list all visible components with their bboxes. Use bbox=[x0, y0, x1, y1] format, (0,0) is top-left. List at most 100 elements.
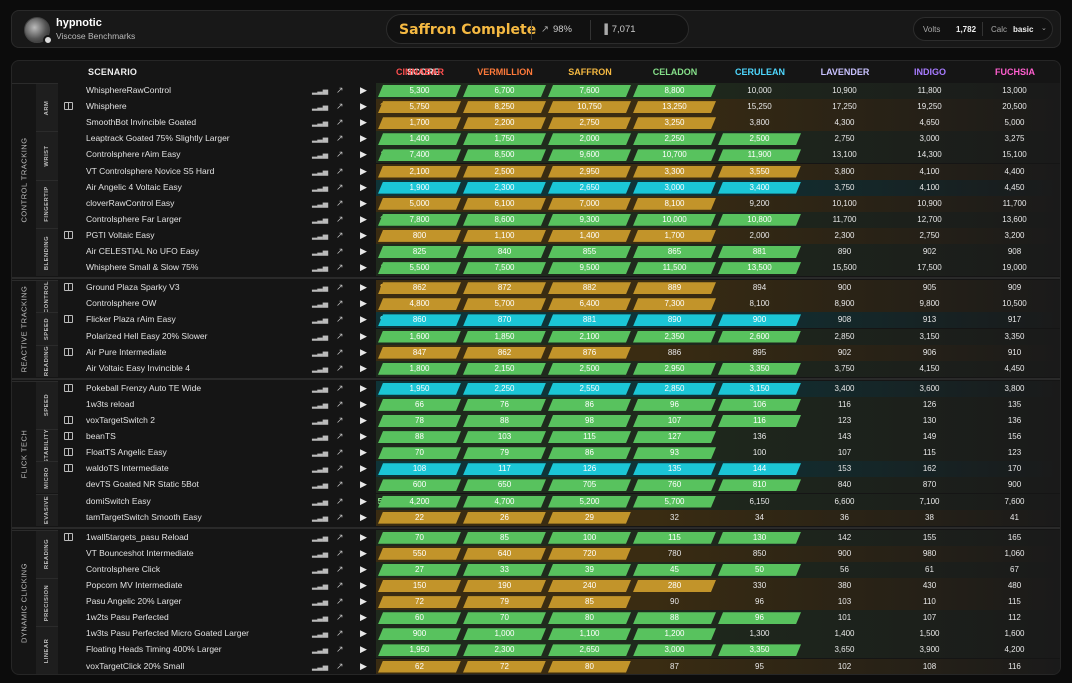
trend-icon[interactable]: ↗ bbox=[336, 531, 344, 542]
play-icon[interactable]: ▶ bbox=[360, 213, 367, 224]
trend-icon[interactable]: ↗ bbox=[336, 282, 344, 293]
guide-book-icon[interactable] bbox=[64, 464, 73, 473]
leaderboard-icon[interactable]: ▂▃▅ bbox=[312, 184, 329, 192]
scenario-row[interactable]: 1w3ts reload ▂▃▅ ↗ ▶ bbox=[58, 397, 1060, 413]
scenario-row[interactable]: beanTS ▂▃▅ ↗ ▶ bbox=[58, 429, 1060, 445]
play-icon[interactable]: ▶ bbox=[360, 246, 367, 256]
leaderboard-icon[interactable]: ▂▃▅ bbox=[312, 249, 329, 256]
trend-icon[interactable]: ↗ bbox=[336, 298, 344, 309]
play-icon[interactable]: ▶ bbox=[360, 298, 367, 309]
trend-icon[interactable]: ↗ bbox=[336, 229, 344, 240]
scenario-name[interactable]: voxTargetClick 20% Small bbox=[86, 660, 185, 671]
play-icon[interactable]: ▶ bbox=[360, 447, 367, 458]
scenario-name[interactable]: domiSwitch Easy bbox=[86, 495, 151, 506]
scenario-row[interactable]: Air Voltaic Easy Invincible 4 ▂▃▅ ↗ ▶ bbox=[58, 361, 1060, 377]
play-icon[interactable]: ▶ bbox=[360, 628, 367, 639]
leaderboard-icon[interactable]: ▂▃▅ bbox=[312, 365, 329, 373]
scenario-row[interactable]: Popcorn MV Intermediate ▂▃▅ ↗ ▶ bbox=[58, 578, 1060, 594]
scenario-name[interactable]: 1w3ts reload bbox=[86, 398, 135, 409]
leaderboard-icon[interactable]: ▂▃▅ bbox=[312, 514, 329, 522]
play-icon[interactable]: ▶ bbox=[360, 398, 367, 409]
scenario-name[interactable]: FloatTS Angelic Easy bbox=[86, 447, 167, 458]
scenario-row[interactable]: Air Pure Intermediate ▂▃▅ ↗ ▶ bbox=[58, 345, 1060, 361]
scenario-name[interactable]: Air CELESTIAL No UFO Easy bbox=[86, 246, 200, 256]
guide-book-icon[interactable] bbox=[64, 283, 73, 292]
trend-icon[interactable]: ↗ bbox=[336, 580, 344, 590]
guide-book-icon[interactable] bbox=[64, 448, 73, 457]
leaderboard-icon[interactable]: ▂▃▅ bbox=[312, 550, 329, 558]
play-icon[interactable]: ▶ bbox=[360, 262, 367, 273]
play-icon[interactable]: ▶ bbox=[360, 660, 367, 671]
play-icon[interactable]: ▶ bbox=[360, 596, 367, 607]
trend-icon[interactable]: ↗ bbox=[336, 246, 344, 256]
play-icon[interactable]: ▶ bbox=[360, 101, 367, 112]
trend-icon[interactable]: ↗ bbox=[336, 547, 344, 558]
trend-icon[interactable]: ↗ bbox=[336, 612, 344, 623]
scenario-name[interactable]: beanTS bbox=[86, 431, 116, 442]
play-icon[interactable]: ▶ bbox=[360, 346, 367, 357]
leaderboard-icon[interactable]: ▂▃▅ bbox=[312, 466, 329, 474]
leaderboard-icon[interactable]: ▂▃▅ bbox=[312, 401, 329, 409]
leaderboard-icon[interactable]: ▂▃▅ bbox=[312, 88, 329, 95]
scenario-row[interactable]: Controlsphere rAim Easy ▂▃▅ ↗ ▶ bbox=[58, 147, 1060, 163]
scenario-name[interactable]: PGTI Voltaic Easy bbox=[86, 229, 155, 240]
leaderboard-icon[interactable]: ▂▃▅ bbox=[312, 663, 329, 671]
leaderboard-icon[interactable]: ▂▃▅ bbox=[312, 216, 329, 224]
play-icon[interactable]: ▶ bbox=[360, 197, 367, 208]
leaderboard-icon[interactable]: ▂▃▅ bbox=[312, 301, 329, 309]
trend-icon[interactable]: ↗ bbox=[336, 149, 344, 160]
scenario-row[interactable]: 1w2ts Pasu Perfected ▂▃▅ ↗ ▶ bbox=[58, 610, 1060, 626]
leaderboard-icon[interactable]: ▂▃▅ bbox=[312, 120, 329, 128]
leaderboard-icon[interactable]: ▂▃▅ bbox=[312, 265, 329, 273]
scenario-row[interactable]: tamTargetSwitch Smooth Easy ▂▃▅ ↗ ▶ bbox=[58, 510, 1060, 526]
trend-icon[interactable]: ↗ bbox=[336, 628, 344, 639]
scenario-name[interactable]: Controlsphere rAim Easy bbox=[86, 149, 181, 160]
scenario-name[interactable]: Pokeball Frenzy Auto TE Wide bbox=[86, 382, 202, 393]
play-icon[interactable]: ▶ bbox=[360, 362, 367, 373]
play-icon[interactable]: ▶ bbox=[360, 612, 367, 623]
scenario-name[interactable]: Air Angelic 4 Voltaic Easy bbox=[86, 181, 182, 192]
trend-icon[interactable]: ↗ bbox=[336, 85, 344, 95]
play-icon[interactable]: ▶ bbox=[360, 463, 367, 474]
trend-icon[interactable]: ↗ bbox=[336, 596, 344, 607]
scenario-name[interactable]: Pasu Angelic 20% Larger bbox=[86, 596, 182, 607]
scenario-name[interactable]: 1w2ts Pasu Perfected bbox=[86, 612, 169, 623]
scenario-row[interactable]: SmoothBot Invincible Goated ▂▃▅ ↗ ▶ bbox=[58, 115, 1060, 131]
leaderboard-icon[interactable]: ▂▃▅ bbox=[312, 152, 329, 160]
scenario-row[interactable]: WhisphereRawControl ▂▃▅ ↗ ▶ bbox=[58, 83, 1060, 99]
scenario-name[interactable]: 1w3ts Pasu Perfected Micro Goated Larger bbox=[86, 628, 249, 639]
leaderboard-icon[interactable]: ▂▃▅ bbox=[312, 534, 329, 542]
play-icon[interactable]: ▶ bbox=[360, 85, 367, 95]
guide-book-icon[interactable] bbox=[64, 347, 73, 356]
leaderboard-icon[interactable]: ▂▃▅ bbox=[312, 631, 329, 639]
trend-icon[interactable]: ↗ bbox=[336, 330, 344, 341]
play-icon[interactable]: ▶ bbox=[360, 547, 367, 558]
trend-icon[interactable]: ↗ bbox=[336, 181, 344, 192]
trend-icon[interactable]: ↗ bbox=[336, 362, 344, 373]
scenario-row[interactable]: Pokeball Frenzy Auto TE Wide ▂▃▅ ↗ ▶ bbox=[58, 381, 1060, 397]
scenario-row[interactable]: PGTI Voltaic Easy ▂▃▅ ↗ ▶ bbox=[58, 228, 1060, 244]
scenario-name[interactable]: Air Pure Intermediate bbox=[86, 346, 167, 357]
leaderboard-icon[interactable]: ▂▃▅ bbox=[312, 285, 329, 293]
trend-icon[interactable]: ↗ bbox=[336, 511, 344, 522]
leaderboard-icon[interactable]: ▂▃▅ bbox=[312, 136, 329, 144]
trend-icon[interactable]: ↗ bbox=[336, 101, 344, 112]
calc-select[interactable]: basic bbox=[1013, 25, 1034, 34]
guide-book-icon[interactable] bbox=[64, 416, 73, 424]
scenario-row[interactable]: cloverRawControl Easy ▂▃▅ ↗ ▶ bbox=[58, 196, 1060, 212]
scenario-row[interactable]: devTS Goated NR Static 5Bot ▂▃▅ ↗ ▶ bbox=[58, 477, 1060, 493]
guide-book-icon[interactable] bbox=[64, 383, 73, 392]
play-icon[interactable]: ▶ bbox=[360, 282, 367, 293]
scenario-name[interactable]: Controlsphere Click bbox=[86, 563, 161, 574]
leaderboard-icon[interactable]: ▂▃▅ bbox=[312, 434, 329, 442]
play-icon[interactable]: ▶ bbox=[360, 149, 367, 160]
scenario-name[interactable]: devTS Goated NR Static 5Bot bbox=[86, 479, 199, 490]
scenario-name[interactable]: Leaptrack Goated 75% Slightly Larger bbox=[86, 133, 230, 144]
leaderboard-icon[interactable]: ▂▃▅ bbox=[312, 317, 329, 325]
trend-icon[interactable]: ↗ bbox=[336, 262, 344, 273]
scenario-name[interactable]: VT Bounceshot Intermediate bbox=[86, 547, 194, 558]
play-icon[interactable]: ▶ bbox=[360, 229, 367, 240]
scenario-name[interactable]: Flicker Plaza rAim Easy bbox=[86, 314, 176, 325]
scenario-name[interactable]: WhisphereRawControl bbox=[86, 85, 172, 95]
scenario-row[interactable]: Controlsphere Far Larger ▂▃▅ ↗ ▶ bbox=[58, 212, 1060, 228]
